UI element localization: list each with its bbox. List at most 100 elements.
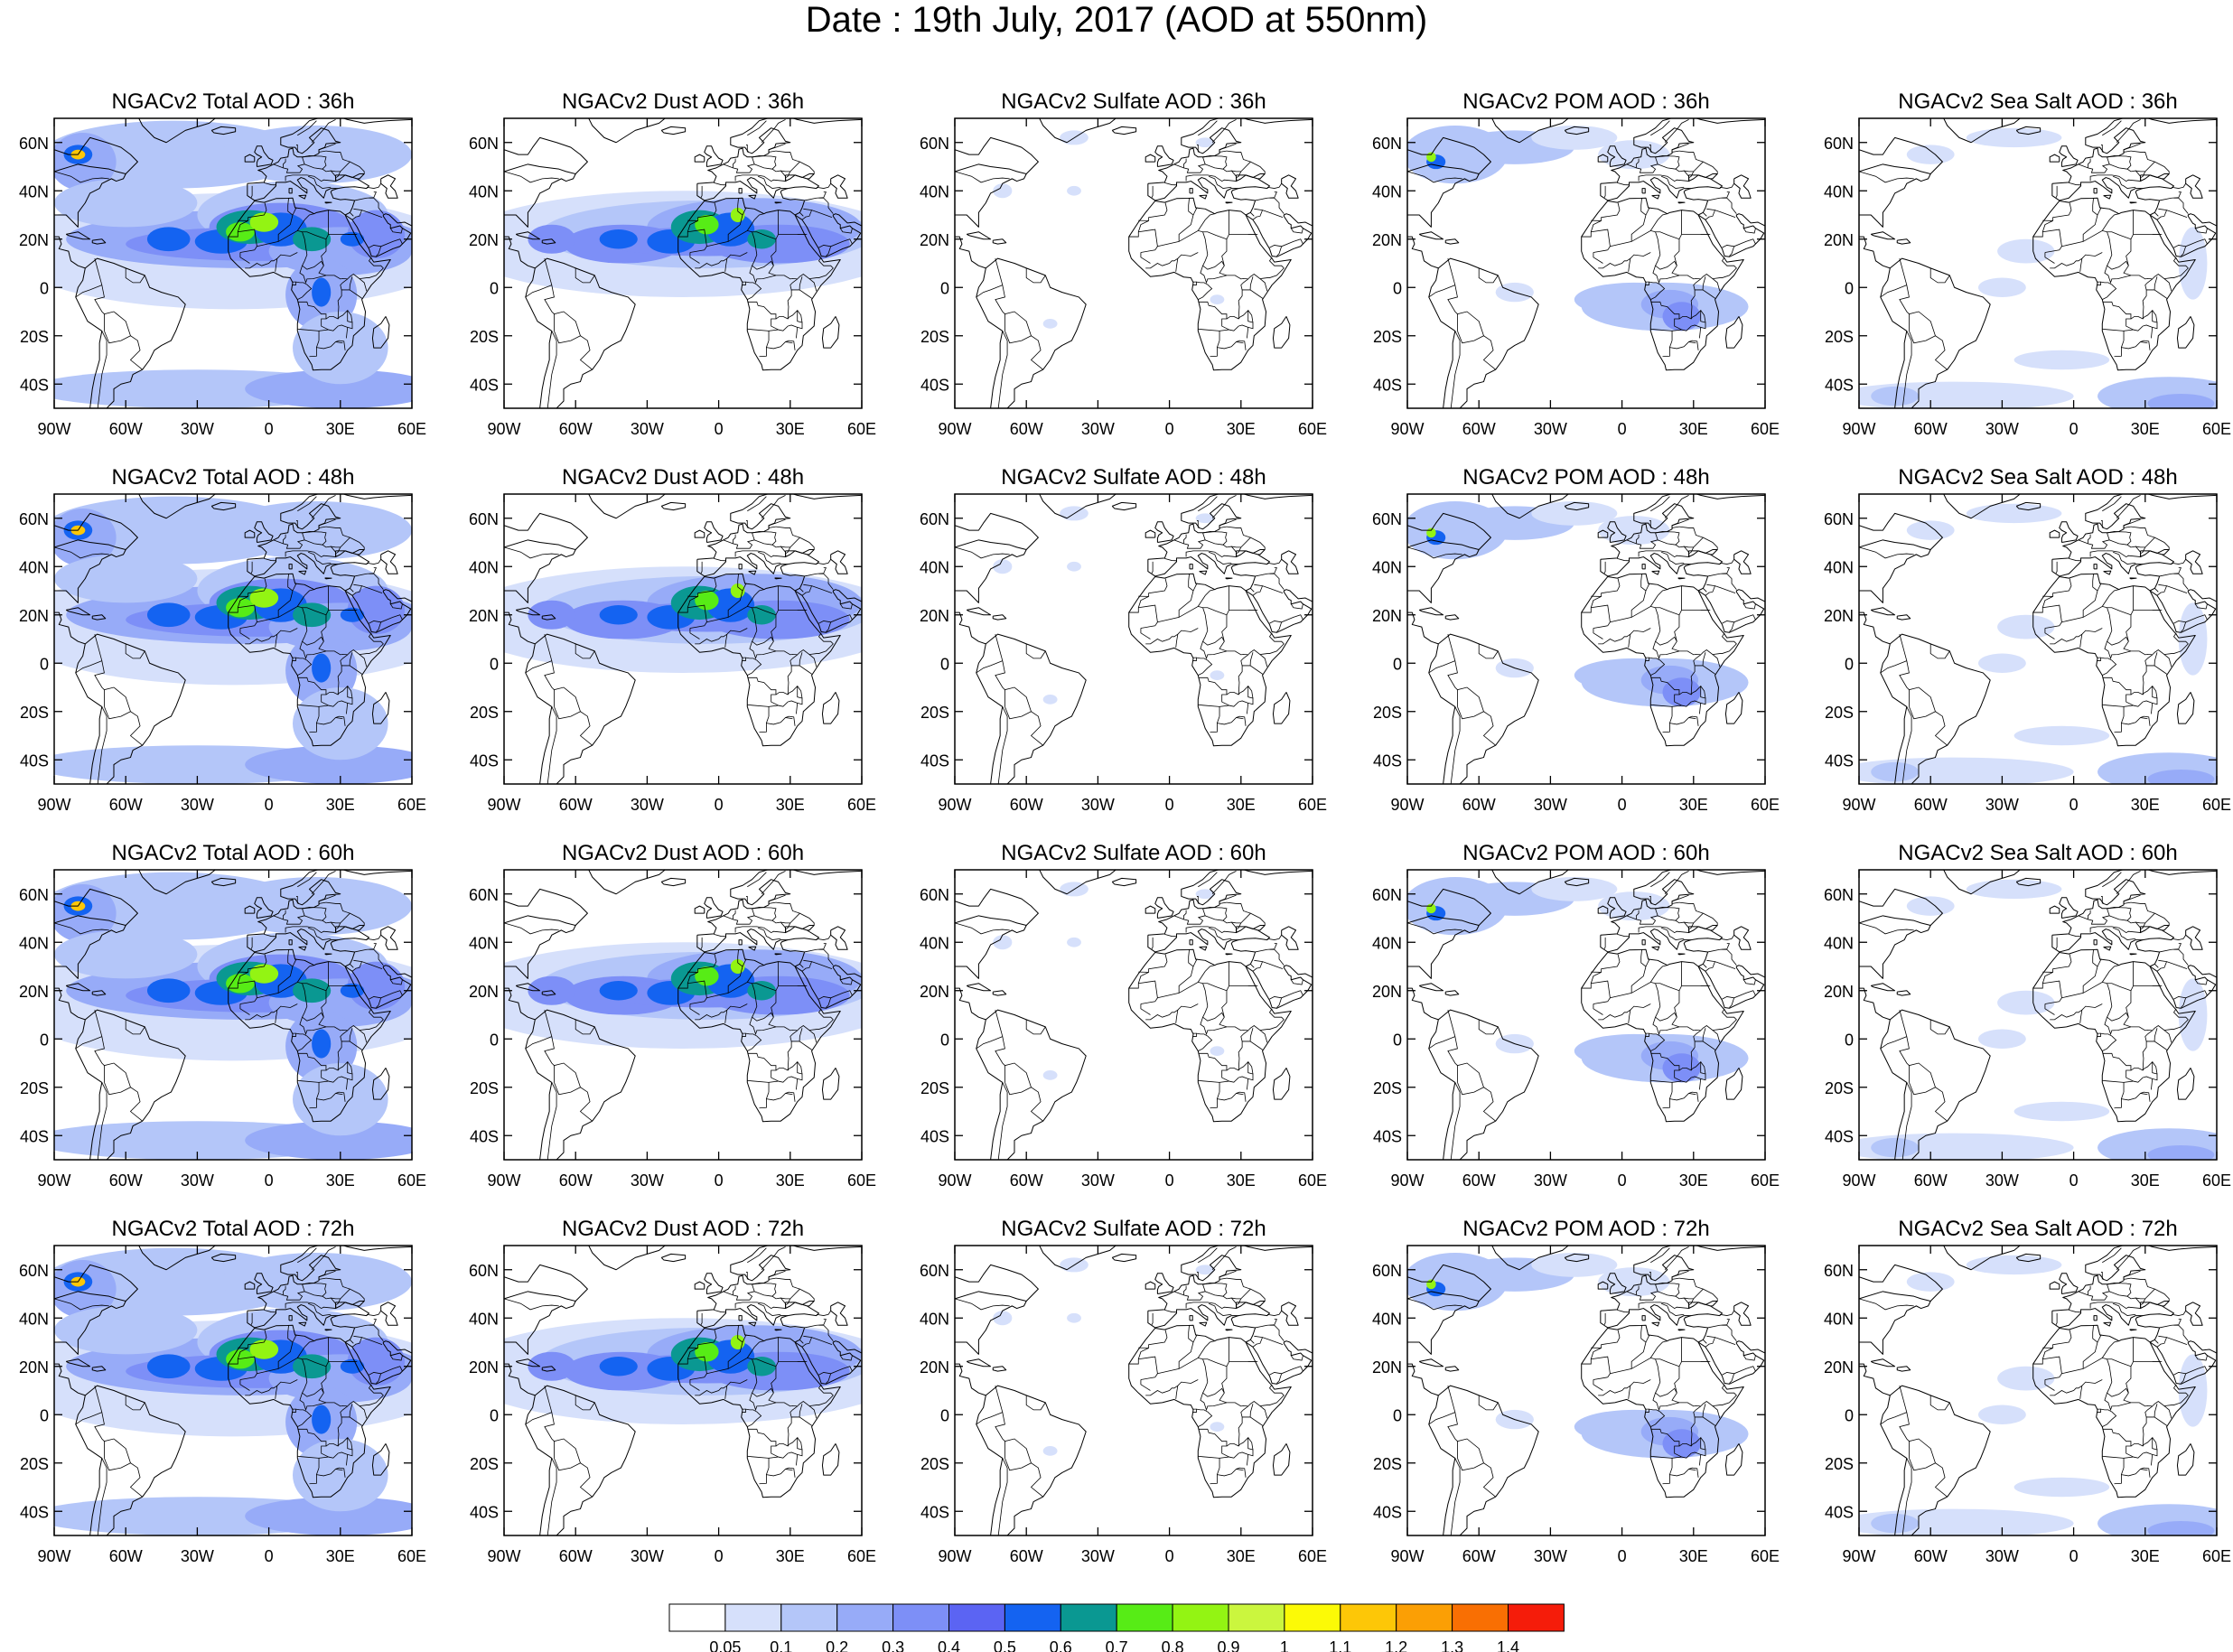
lon-tick-label: 0: [1165, 420, 1174, 438]
lon-tick-label: 60E: [2202, 1171, 2231, 1190]
lon-tick-label: 60W: [1010, 1171, 1043, 1190]
lon-tick-label: 90W: [1390, 420, 1424, 438]
aod-contour: [695, 215, 719, 235]
lon-tick-label: 60E: [2202, 1547, 2231, 1565]
aod-field: [54, 870, 412, 1160]
aod-contour: [1067, 185, 1081, 196]
aod-contour: [312, 653, 332, 683]
lat-tick-label: 60N: [19, 1262, 49, 1280]
lon-tick-label: 30E: [1679, 420, 1708, 438]
lon-tick-label: 30W: [1081, 1171, 1115, 1190]
lon-tick-label: 60W: [1010, 420, 1043, 438]
lat-tick-label: 60N: [1372, 1262, 1402, 1280]
lat-tick-label: 60N: [19, 886, 49, 904]
lon-tick-label: 30W: [1985, 1171, 2019, 1190]
aod-contour: [1978, 1029, 2026, 1049]
map-panel: NGACv2 Dust AOD : 72h 60N 40N 20N 0 20S 40S 90W…: [469, 1217, 876, 1565]
map-borders: [1859, 870, 2208, 1160]
lon-tick-label: 0: [265, 796, 274, 814]
lat-tick-label: 40N: [920, 1310, 949, 1328]
map-panel: NGACv2 Total AOD : 36h 60N 40N 20N 0 20S 40S 90…: [19, 89, 426, 438]
aod-contour: [1662, 677, 1701, 707]
aod-contour: [245, 1497, 412, 1535]
aod-contour: [1662, 1429, 1701, 1459]
aod-contour: [1210, 1422, 1225, 1432]
aod-contour: [1906, 1272, 1955, 1292]
lat-tick-label: 40S: [470, 751, 499, 770]
lon-tick-label: 30E: [1227, 1171, 1256, 1190]
aod-contour: [1906, 896, 1955, 916]
panel-title: NGACv2 Total AOD : 60h: [111, 841, 354, 865]
aod-contour: [340, 983, 365, 998]
panel-title: NGACv2 Sea Salt AOD : 36h: [1898, 89, 2177, 114]
map-panel: NGACv2 Sea Salt AOD : 36h 60N 40N 20N 0 20S 40…: [1824, 89, 2231, 438]
lon-tick-label: 60E: [847, 420, 876, 438]
aod-contour: [706, 212, 755, 247]
colorbar-label: 0.7: [1106, 1638, 1128, 1652]
lat-tick-label: 60N: [920, 1262, 949, 1280]
panel-title: NGACv2 Sea Salt AOD : 60h: [1898, 841, 2177, 865]
lon-tick-label: 30E: [326, 1547, 355, 1565]
aod-contour: [747, 605, 776, 625]
colorbar-label: 1.1: [1329, 1638, 1351, 1652]
lon-tick-label: 0: [2069, 1171, 2079, 1190]
lon-tick-label: 0: [1618, 420, 1627, 438]
lat-tick-label: 40S: [20, 1127, 49, 1145]
lat-tick-label: 60N: [469, 1262, 499, 1280]
aod-contour: [695, 591, 719, 611]
aod-contour: [1978, 277, 2026, 297]
lon-tick-label: 60E: [397, 796, 426, 814]
lon-tick-label: 90W: [37, 1171, 70, 1190]
aod-contour: [293, 1439, 388, 1512]
lon-tick-label: 60E: [397, 1171, 426, 1190]
panel-title: NGACv2 Total AOD : 72h: [111, 1217, 354, 1241]
aod-field: [504, 870, 862, 1160]
aod-field: [1859, 494, 2217, 784]
lat-tick-label: 40N: [920, 182, 949, 201]
lat-tick-label: 40S: [1825, 751, 1854, 770]
map-borders: [955, 870, 1303, 1160]
panel-frame: [53, 869, 413, 1161]
map-coastlines: [1859, 118, 2217, 408]
aod-contour: [312, 277, 332, 307]
aod-field: [955, 870, 1313, 1160]
lat-tick-label: 40N: [1372, 934, 1402, 952]
aod-contour: [1531, 501, 1618, 526]
lat-tick-label: 20S: [470, 328, 499, 346]
lon-tick-label: 30W: [1534, 1547, 1567, 1565]
lon-tick-label: 30W: [631, 796, 664, 814]
lat-tick-label: 20N: [920, 231, 949, 249]
aod-contour: [312, 1029, 332, 1059]
lat-tick-label: 20N: [920, 983, 949, 1001]
aod-contour: [1531, 877, 1618, 901]
lon-tick-label: 0: [715, 796, 724, 814]
colorbar-swatch: [668, 1603, 726, 1632]
lat-tick-label: 0: [490, 655, 499, 673]
lat-tick-label: 20S: [470, 1455, 499, 1473]
colorbar-label: 0.3: [882, 1638, 904, 1652]
lon-tick-label: 90W: [938, 796, 971, 814]
lon-tick-label: 0: [1618, 796, 1627, 814]
lon-tick-label: 30W: [1081, 420, 1115, 438]
lat-tick-label: 0: [1845, 279, 1854, 297]
map-borders: [1859, 1246, 2208, 1535]
lon-tick-label: 60E: [2202, 420, 2231, 438]
lon-tick-label: 0: [1165, 1547, 1174, 1565]
lat-tick-label: 40N: [1824, 558, 1854, 576]
map-panel: NGACv2 Total AOD : 72h 60N 40N 20N 0 20S 40S 90…: [19, 1217, 426, 1565]
lat-tick-label: 20N: [920, 1358, 949, 1377]
lat-tick-label: 60N: [1824, 135, 1854, 153]
lon-tick-label: 60W: [1914, 1171, 1948, 1190]
map-borders: [955, 118, 1303, 408]
panel-frame: [53, 1245, 413, 1536]
colorbar-swatch: [948, 1603, 1005, 1632]
lat-tick-label: 20S: [20, 704, 49, 722]
lon-tick-label: 0: [2069, 420, 2079, 438]
lat-tick-label: 20S: [1825, 328, 1854, 346]
aod-contour: [249, 212, 279, 232]
lon-tick-label: 30W: [1081, 796, 1115, 814]
lon-tick-label: 30E: [1679, 796, 1708, 814]
aod-contour: [599, 229, 638, 249]
lat-tick-label: 40S: [20, 376, 49, 394]
aod-contour: [1598, 1267, 1670, 1297]
